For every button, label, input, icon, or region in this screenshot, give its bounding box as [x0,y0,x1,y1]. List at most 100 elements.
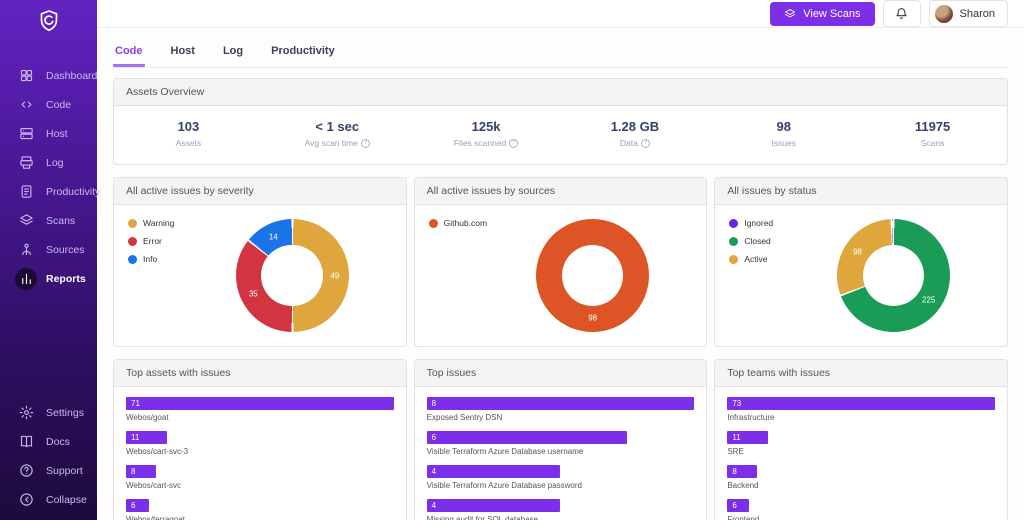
info-icon[interactable]: ? [509,138,519,148]
stat-value: 103 [177,119,200,134]
sidebar-item-support[interactable]: Support [0,456,97,485]
bar-chart: 73 Infrastructure 11 SRE 8 Backend 6 Fronte… [715,387,1007,520]
stat-label: Data? [560,138,709,148]
bar-label: Backend [727,481,759,490]
sidebar-item-settings[interactable]: Settings [0,398,97,427]
donut-hole [261,244,323,306]
tab-host[interactable]: Host [170,45,195,57]
sidebar-item-scans[interactable]: Scans [0,206,97,235]
bar-group: 4 Visible Terraform Azure Database passw… [426,465,695,490]
settings-icon [15,402,37,424]
tab-log[interactable]: Log [222,45,244,57]
nav-label: Reports [46,272,86,285]
stat-value: 1.28 GB [610,119,660,134]
legend-label: Error [143,236,162,246]
legend-dot [729,254,739,264]
donut-chart: Github.com 98 [415,205,707,346]
chart-title: All active issues by severity [114,178,406,205]
nav-label: Sources [46,243,85,256]
bar-value: 8 [431,399,437,408]
content: Code Host Log Productivity Assets Overview … [97,28,1024,520]
stat-files-scanned: 125k Files scanned? [412,119,561,148]
main-area: View Scans Sharon Code Host Log Productivit… [97,0,1024,520]
notifications-button[interactable] [882,0,921,27]
chart-title: All active issues by sources [414,178,707,205]
top-issues-card: Top issues 8 Exposed Sentry DSN 6 Visible … [413,359,708,520]
legend-item-github-com: Github.com [428,218,487,228]
bar-value: 6 [131,501,136,510]
nav-label: Host [46,127,68,140]
bar-label: Exposed Sentry DSN [426,413,503,422]
sidebar-item-collapse[interactable]: Collapse [0,485,97,514]
issues-by-status-card: All issues by status Ignored Closed Active 2… [714,177,1008,347]
assets-overview-title: Assets Overview [114,79,1007,106]
info-icon[interactable]: ? [640,138,650,148]
bar-label: Webos/goat [126,413,169,422]
legend-label: Active [744,254,768,264]
bell-icon [896,8,907,19]
sidebar-nav: Dashboard Code Host Log Productivity Scans Sou… [0,61,100,293]
nav-label: Log [46,156,64,169]
legend-dot [128,254,137,264]
slice-value: 98 [853,247,862,257]
donut-ring: 225 98 [836,219,950,332]
scans-layers-icon [785,8,796,17]
sidebar-item-sources[interactable]: Sources [0,235,97,264]
stat-value: 98 [776,119,791,134]
sidebar-item-productivity[interactable]: Productivity [0,177,100,206]
chart-legend: Warning Error Info [128,218,174,272]
app-logo[interactable] [0,0,97,39]
bar-value: 73 [732,399,742,408]
tab-code[interactable]: Code [113,36,145,67]
sidebar-item-docs[interactable]: Docs [0,427,97,456]
tab-productivity[interactable]: Productivity [271,45,335,57]
info-icon[interactable]: ? [360,138,370,148]
legend-label: Closed [744,236,771,246]
bar-value: 8 [131,467,136,476]
chart-title: Top teams with issues [715,360,1007,387]
bar: 11 [727,431,768,444]
support-icon [15,460,37,482]
bar-label: SRE [727,447,744,456]
legend-dot [128,218,137,228]
sidebar: Dashboard Code Host Log Productivity Scans Sou… [0,0,100,520]
stat-label: Avg scan time? [263,138,412,148]
sidebar-item-reports[interactable]: Reports [0,264,97,293]
donut-hole [562,244,624,306]
bar-value: 11 [131,433,140,442]
bar: 6 [727,499,750,512]
bar-value: 71 [131,399,140,408]
legend-item-error: Error [128,236,174,246]
sidebar-item-dashboard[interactable]: Dashboard [0,61,97,90]
bar-value: 4 [431,467,437,476]
slice-value: 225 [921,295,936,305]
topbar: View Scans Sharon [97,0,1024,28]
sidebar-item-host[interactable]: Host [0,119,97,148]
dashboard-icon [15,65,37,87]
legend-item-info: Info [128,254,174,264]
sidebar-item-log[interactable]: Log [0,148,97,177]
chart-title: Top issues [414,360,707,387]
bar-chart: 71 Webos/goat 11 Webos/cart-svc-3 8 Webos/… [114,387,406,520]
stat-label: Issues [771,138,797,148]
legend-item-warning: Warning [128,218,174,228]
legend-dot [729,218,739,228]
stat-avg-scan-time: < 1 sec Avg scan time? [263,119,412,148]
bar-value: 8 [732,467,737,476]
view-scans-button[interactable]: View Scans [770,1,875,26]
user-menu-button[interactable]: Sharon [928,0,1008,27]
bar-value: 6 [732,501,737,510]
bar-group: 6 Frontend [727,499,995,520]
bar-label: Infrastructure [727,413,775,422]
bar-value: 11 [732,433,741,442]
productivity-icon [15,181,37,203]
bar: 8 [727,465,757,478]
stat-data: 1.28 GB Data? [560,119,709,148]
donut-ring: 49 35 14 [235,219,349,332]
chart-legend: Ignored Closed Active [729,218,773,272]
legend-dot [428,218,438,228]
sidebar-item-code[interactable]: Code [0,90,97,119]
sidebar-footer-nav: Settings Docs Support Collapse [0,398,97,514]
bar-value: 4 [431,501,437,510]
legend-item-ignored: Ignored [729,218,773,228]
